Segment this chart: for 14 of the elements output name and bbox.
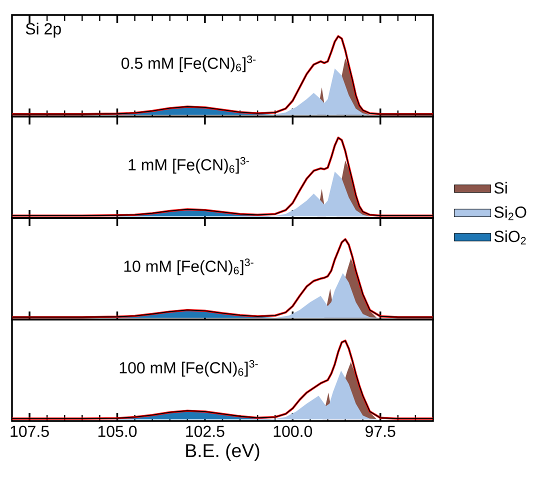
legend-label: Si (494, 182, 507, 194)
x-tick-label: 102.5 (186, 426, 224, 438)
text: 1 mM [Fe(CN)$_{6}$]$^{3-}$ (128, 157, 249, 174)
text: 10 mM [Fe(CN)$_{6}$]$^{3-}$ (124, 258, 254, 276)
x-axis-title: B.E. (eV) (186, 444, 260, 461)
x-tick-label: 97.5 (366, 426, 396, 438)
x-tick-label: 100.0 (274, 426, 312, 438)
legend-label: Si$_{2}$O (494, 206, 526, 220)
x-tick-label: 107.5 (10, 426, 49, 438)
x-tick-label: 105.0 (98, 426, 137, 438)
annotation: Si 2p (26, 22, 61, 38)
legend-label: SiO$_{2}$ (494, 230, 526, 244)
text: 100 mM [Fe(CN)$_{6}$]$^{3-}$ (120, 360, 258, 377)
text: 0.5 mM [Fe(CN)$_{6}$]$^{3-}$ (122, 56, 256, 72)
